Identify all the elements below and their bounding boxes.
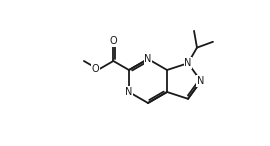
Text: N: N [144,54,152,64]
Text: N: N [125,87,133,97]
Text: O: O [110,36,117,46]
Text: N: N [197,76,205,86]
Text: O: O [92,65,99,74]
Text: N: N [184,58,192,68]
